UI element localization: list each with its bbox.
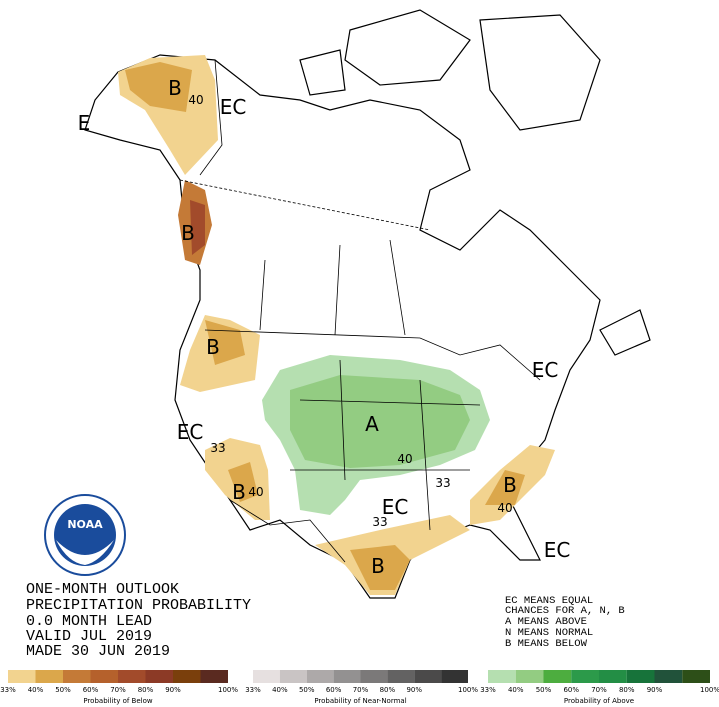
legend-label: 33%: [480, 686, 496, 694]
legend-swatch: [118, 670, 146, 683]
legend-label: 80%: [380, 686, 396, 694]
map-label: 33: [210, 441, 225, 455]
key-line: EC MEANS EQUAL: [505, 595, 593, 607]
legend-swatch: [682, 670, 710, 683]
legend-swatch: [200, 670, 228, 683]
map-label: EC: [177, 420, 204, 444]
below-70: [190, 200, 205, 255]
legend-label: 50%: [536, 686, 552, 694]
legend-label: 40%: [508, 686, 524, 694]
legend-swatch: [8, 670, 36, 683]
map-label: B: [371, 554, 385, 578]
map-label: A: [365, 412, 379, 436]
legend-label: 60%: [563, 686, 579, 694]
legend-label: 100%: [458, 686, 478, 694]
title-block: ONE-MONTH OUTLOOK PRECIPITATION PROBABIL…: [26, 581, 251, 660]
legend-swatch: [543, 670, 572, 683]
map-label: B: [168, 76, 182, 100]
legend-swatch: [360, 670, 388, 683]
legend-label: 90%: [647, 686, 663, 694]
shading: [118, 55, 555, 595]
legend-swatch: [63, 670, 91, 683]
legend-swatch: [488, 670, 516, 683]
map-label: B: [181, 221, 195, 245]
legend-label: 100%: [218, 686, 238, 694]
legend-swatch: [441, 670, 468, 683]
legend-swatch: [414, 670, 442, 683]
legend-label: 80%: [619, 686, 635, 694]
legend-label: 40%: [272, 686, 288, 694]
map-label: B: [503, 473, 517, 497]
map-label: 40: [397, 452, 412, 466]
key-line: CHANCES FOR A, N, B: [505, 605, 625, 617]
legend-swatch: [654, 670, 683, 683]
legend-label: 60%: [326, 686, 342, 694]
legend-label: 70%: [353, 686, 369, 694]
map-label: EC: [382, 495, 409, 519]
map-label: 33: [372, 515, 387, 529]
legend-swatch: [515, 670, 544, 683]
legend-title: Probability of Below: [83, 697, 153, 705]
map-label: EC: [532, 358, 559, 382]
legend-label: 100%: [700, 686, 719, 694]
map-label: EC: [544, 538, 571, 562]
below-40: [485, 470, 525, 505]
map-label: EC: [220, 95, 247, 119]
legend-swatch: [35, 670, 63, 683]
title-line: MADE 30 JUN 2019: [26, 643, 170, 660]
legend-label: 50%: [299, 686, 315, 694]
legend-label: 90%: [165, 686, 181, 694]
legend-swatch: [90, 670, 118, 683]
key-line: B MEANS BELOW: [505, 638, 588, 650]
legend-swatch: [333, 670, 361, 683]
map-label: B: [206, 335, 220, 359]
legend-label: 90%: [406, 686, 422, 694]
title-line: PRECIPITATION PROBABILITY: [26, 597, 251, 614]
legend-swatch: [253, 670, 280, 683]
legend-swatch: [571, 670, 599, 683]
map-label: 40: [497, 501, 512, 515]
title-line: 0.0 MONTH LEAD: [26, 613, 152, 630]
legend-title: Probability of Above: [564, 697, 634, 705]
legend-label: 50%: [55, 686, 71, 694]
key: EC MEANS EQUAL CHANCES FOR A, N, B A MEA…: [505, 595, 625, 650]
borders: [179, 59, 541, 563]
logo: NOAA: [44, 494, 126, 576]
legend-label: 70%: [591, 686, 607, 694]
below-40: [125, 62, 192, 112]
map-label: 40: [248, 485, 263, 499]
legend-swatch: [387, 670, 415, 683]
legend-swatch: [599, 670, 627, 683]
map-label: E: [78, 111, 91, 135]
below-40: [350, 545, 410, 590]
legend-swatch: [626, 670, 655, 683]
logo-text: NOAA: [67, 518, 103, 531]
key-line: A MEANS ABOVE: [505, 616, 587, 628]
map-label: B: [232, 480, 246, 504]
legend-swatch: [306, 670, 334, 683]
legend-swatch: [173, 670, 201, 683]
key-line: N MEANS NORMAL: [505, 627, 593, 639]
legend-title: Probability of Near-Normal: [314, 697, 406, 705]
map-labels: B 40 EC E B B EC 33 B 40 A 40 33 EC 33 B…: [78, 76, 571, 578]
title-line: ONE-MONTH OUTLOOK: [26, 581, 179, 598]
legend-label: 60%: [83, 686, 99, 694]
legend-label: 33%: [0, 686, 16, 694]
legend-label: 40%: [28, 686, 44, 694]
legend-swatch: [145, 670, 173, 683]
legend-swatch: [279, 670, 307, 683]
map-label: 40: [188, 93, 203, 107]
above-40: [290, 375, 470, 468]
legend: 33% 40% 50% 60% 70% 80% 90% 100% Probability of …: [0, 670, 719, 705]
map-label: 33: [435, 476, 450, 490]
legend-label: 80%: [138, 686, 154, 694]
title-line: VALID JUL 2019: [26, 628, 152, 645]
below-40: [228, 462, 258, 502]
legend-label: 70%: [110, 686, 126, 694]
legend-label: 33%: [245, 686, 261, 694]
